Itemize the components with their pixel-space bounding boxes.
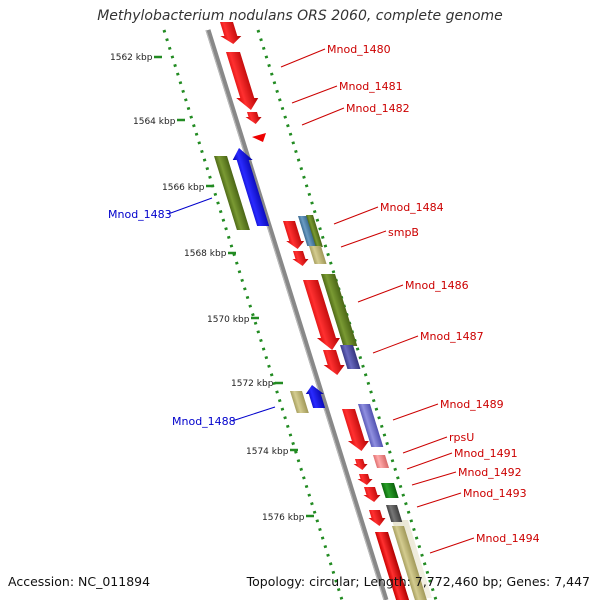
gene-arrow bbox=[375, 532, 410, 600]
gene-block bbox=[358, 404, 384, 447]
gene-arrow bbox=[226, 52, 259, 110]
tick-label: 1566 kbp bbox=[162, 183, 205, 193]
gene-label[interactable]: Mnod_1489 bbox=[440, 398, 504, 411]
genome-stats-text: Topology: circular; Length: 7,772,460 bp… bbox=[246, 574, 590, 589]
gene-label[interactable]: Mnod_1480 bbox=[327, 43, 391, 56]
gene-arrow bbox=[292, 251, 309, 266]
gene-label[interactable]: Mnod_1494 bbox=[476, 532, 540, 545]
gene-arrow bbox=[368, 510, 386, 526]
forward-gene-labels: Mnod_1480 Mnod_1481 Mnod_1482 Mnod_1484 … bbox=[327, 43, 540, 545]
label-leaders bbox=[167, 48, 475, 554]
gene-arrow bbox=[357, 474, 373, 485]
gene-block bbox=[392, 526, 427, 600]
tick-label: 1572 kbp bbox=[231, 379, 274, 389]
gene-arrow bbox=[220, 22, 242, 44]
gene-arrow bbox=[342, 409, 369, 451]
forward-genes bbox=[220, 22, 427, 600]
reverse-gene-labels: Mnod_1483 Mnod_1488 bbox=[108, 208, 236, 428]
gene-arrow bbox=[245, 112, 262, 124]
tick-label: 1576 kbp bbox=[262, 513, 305, 523]
gene-arrow bbox=[303, 280, 340, 350]
reverse-genes bbox=[214, 148, 326, 413]
gene-label[interactable]: rpsU bbox=[449, 431, 474, 444]
gene-arrow bbox=[323, 350, 345, 375]
ruler-ticks bbox=[154, 55, 314, 518]
gene-block bbox=[321, 274, 358, 346]
gene-block bbox=[306, 215, 323, 247]
gene-label[interactable]: Mnod_1488 bbox=[172, 415, 236, 428]
gene-block bbox=[386, 505, 403, 522]
map-title: Methylobacterium nodulans ORS 2060, comp… bbox=[97, 8, 503, 24]
gene-label[interactable]: Mnod_1482 bbox=[346, 102, 410, 115]
gene-label[interactable]: smpB bbox=[388, 226, 419, 239]
gene-block bbox=[309, 246, 327, 264]
gene-arrow bbox=[363, 487, 381, 502]
gene-block bbox=[373, 455, 390, 468]
tick-label: 1564 kbp bbox=[133, 117, 176, 127]
gene-label[interactable]: Mnod_1486 bbox=[405, 279, 469, 292]
gene-arrow bbox=[305, 385, 326, 408]
gene-arrow bbox=[252, 133, 266, 142]
gene-block bbox=[298, 216, 317, 246]
gene-label[interactable]: Mnod_1487 bbox=[420, 330, 484, 343]
gene-arrow bbox=[283, 221, 305, 249]
gene-block bbox=[214, 156, 250, 230]
tick-label: 1570 kbp bbox=[207, 315, 250, 325]
gene-label[interactable]: Mnod_1491 bbox=[454, 447, 518, 460]
gene-block bbox=[381, 483, 399, 498]
tick-label: 1568 kbp bbox=[184, 249, 227, 259]
reverse-dotted-track bbox=[162, 29, 344, 600]
accession-text: Accession: NC_011894 bbox=[8, 574, 151, 589]
gene-label[interactable]: Mnod_1483 bbox=[108, 208, 172, 221]
gene-label[interactable]: Mnod_1492 bbox=[458, 466, 522, 479]
gene-block bbox=[340, 345, 361, 369]
gene-label[interactable]: Mnod_1481 bbox=[339, 80, 403, 93]
genome-backbone bbox=[205, 29, 389, 600]
gene-label[interactable]: Mnod_1493 bbox=[463, 487, 527, 500]
gene-block bbox=[290, 391, 309, 413]
tick-label: 1562 kbp bbox=[110, 53, 153, 63]
gene-label[interactable]: Mnod_1484 bbox=[380, 201, 444, 214]
gene-arrow bbox=[232, 148, 270, 226]
ruler-tick-labels: 1562 kbp 1564 kbp 1566 kbp 1568 kbp 1570… bbox=[110, 53, 305, 523]
gene-arrow bbox=[353, 459, 368, 470]
tick-label: 1574 kbp bbox=[246, 447, 289, 457]
